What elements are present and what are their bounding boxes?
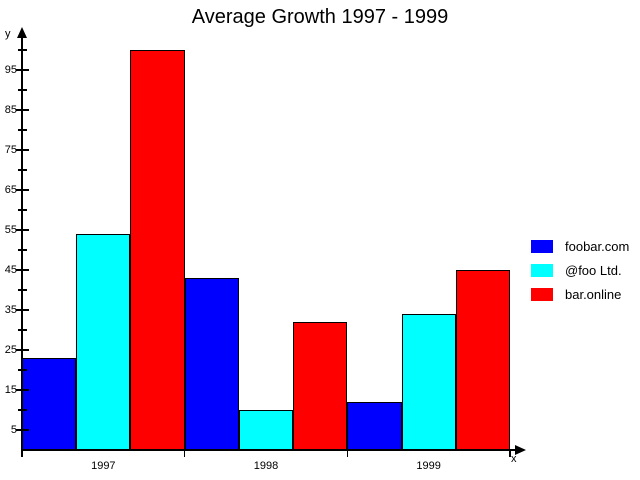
bar-1998-series0 bbox=[184, 278, 239, 450]
bar-1997-series1 bbox=[76, 234, 131, 450]
y-tick-label: 25 bbox=[4, 343, 17, 356]
y-major-tick bbox=[15, 69, 29, 71]
legend-swatch-cyan bbox=[531, 263, 553, 277]
x-axis-line bbox=[21, 449, 518, 451]
y-tick-label: 85 bbox=[4, 103, 17, 116]
x-tick bbox=[509, 449, 511, 457]
y-minor-tick bbox=[17, 289, 27, 291]
y-tick-label: 65 bbox=[4, 183, 17, 196]
y-major-tick bbox=[15, 389, 29, 391]
y-minor-tick bbox=[17, 249, 27, 251]
y-tick-label: 95 bbox=[4, 63, 17, 76]
legend-item-foo-ltd: @foo Ltd. bbox=[531, 258, 629, 282]
bar-1998-series1 bbox=[238, 410, 294, 450]
y-tick-label: 55 bbox=[4, 223, 17, 236]
y-tick-label: 35 bbox=[4, 303, 17, 316]
bar-1999-series2 bbox=[455, 270, 510, 450]
x-category-label: 1999 bbox=[416, 460, 441, 472]
x-category-label: 1997 bbox=[91, 460, 116, 472]
x-tick bbox=[183, 449, 186, 457]
y-major-tick bbox=[15, 309, 29, 311]
y-minor-tick bbox=[17, 49, 27, 51]
y-minor-tick bbox=[17, 209, 27, 211]
bar-1998-series2 bbox=[293, 322, 348, 450]
legend-item-bar-online: bar.online bbox=[531, 282, 629, 306]
bar-1999-series0 bbox=[347, 402, 402, 450]
bar-1999-series1 bbox=[401, 314, 456, 450]
legend-swatch-blue bbox=[531, 239, 553, 253]
y-major-tick bbox=[15, 269, 29, 271]
y-axis-arrow bbox=[17, 27, 27, 38]
y-minor-tick bbox=[17, 369, 27, 371]
y-major-tick bbox=[15, 149, 29, 151]
x-category-label: 1998 bbox=[253, 460, 279, 472]
legend-label: @foo Ltd. bbox=[565, 262, 622, 278]
chart-title: Average Growth 1997 - 1999 bbox=[191, 6, 449, 28]
y-major-tick bbox=[15, 429, 29, 431]
y-axis-label: y bbox=[5, 28, 11, 40]
y-tick-label: 5 bbox=[10, 423, 17, 436]
legend-label: bar.online bbox=[565, 286, 622, 302]
y-minor-tick bbox=[17, 329, 27, 331]
legend: foobar.com @foo Ltd. bar.online bbox=[531, 234, 629, 306]
x-axis-arrow bbox=[515, 445, 526, 455]
legend-item-foobar-com: foobar.com bbox=[531, 234, 629, 258]
bar-1997-series0 bbox=[22, 358, 77, 450]
legend-swatch-red bbox=[531, 287, 553, 301]
x-tick bbox=[21, 449, 23, 457]
y-tick-label: 45 bbox=[4, 263, 17, 276]
y-major-tick bbox=[15, 349, 29, 351]
y-major-tick bbox=[15, 189, 29, 191]
y-major-tick bbox=[15, 229, 29, 231]
y-axis-line bbox=[21, 32, 23, 452]
y-tick-label: 75 bbox=[4, 143, 17, 156]
x-axis-label: x bbox=[511, 453, 517, 465]
y-major-tick bbox=[15, 109, 29, 111]
y-minor-tick bbox=[17, 89, 27, 91]
y-minor-tick bbox=[17, 129, 27, 131]
x-tick bbox=[346, 449, 349, 457]
legend-label: foobar.com bbox=[565, 238, 630, 254]
y-minor-tick bbox=[17, 169, 27, 171]
y-minor-tick bbox=[17, 409, 27, 411]
y-tick-label: 15 bbox=[4, 383, 17, 396]
bar-1997-series2 bbox=[130, 50, 185, 450]
